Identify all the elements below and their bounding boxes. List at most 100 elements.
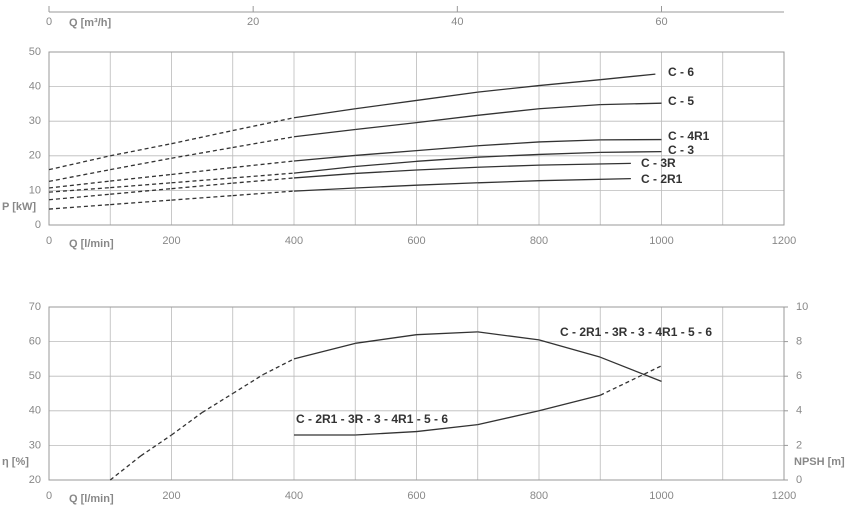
curve-segment: [538, 177, 631, 182]
curve-segment: [232, 190, 295, 197]
curve-segment: [171, 166, 233, 176]
y-tick-label: 40: [29, 405, 41, 417]
curve-segment: [293, 154, 356, 162]
plot-frame: [48, 51, 785, 226]
curve-segment: [538, 151, 601, 156]
series-label: C - 6: [668, 65, 694, 79]
y-tick-label: 10: [29, 184, 41, 196]
y-tick-label: 20: [29, 150, 41, 162]
curve-segment: [293, 172, 356, 179]
curve-segment: [477, 153, 540, 158]
curve-segment: [48, 155, 111, 171]
curve-segment: [110, 157, 172, 171]
y-axis-label: P [kW]: [2, 201, 36, 213]
curve-segment: [477, 180, 540, 184]
x-tick-label: 400: [285, 235, 303, 247]
curve-segment: [477, 331, 540, 341]
y2-axis-label: NPSH [m]: [794, 456, 845, 468]
curve-segment: [48, 180, 111, 189]
curve-segment: [263, 358, 295, 376]
y-tick-label: 20: [29, 474, 41, 486]
y-tick-label: 30: [29, 439, 41, 451]
series-label: C - 2R1 - 3R - 3 - 4R1 - 5 - 6: [296, 412, 448, 426]
curve-segment: [171, 194, 233, 201]
curve-segment: [355, 169, 417, 175]
curve-segment: [48, 186, 111, 193]
curve-segment: [110, 182, 172, 189]
curve-segment: [110, 199, 172, 206]
curve-segment: [355, 430, 417, 436]
curve-segment: [538, 79, 601, 87]
curve-segment: [538, 394, 601, 412]
curve-segment: [416, 91, 478, 102]
curve-segment: [171, 129, 233, 145]
curve-segment: [232, 177, 295, 184]
curve-segment: [600, 73, 656, 81]
y2-tick-label: 0: [796, 474, 802, 486]
curve-segment: [293, 342, 356, 360]
curve-segment: [538, 162, 631, 166]
curve-segment: [355, 99, 417, 110]
curve-segment: [109, 455, 142, 481]
curve-segment: [171, 182, 233, 190]
x-tick-label: 1000: [649, 490, 673, 502]
y-tick-label: 30: [29, 115, 41, 127]
curve-segment: [538, 339, 601, 358]
y-tick-label: 70: [29, 301, 41, 313]
curve-segment: [110, 143, 172, 157]
plot-frame: [48, 306, 785, 481]
curve-segment: [355, 121, 417, 131]
series-label: C - 2R1: [641, 172, 683, 186]
x-axis-label: Q [l/min]: [69, 493, 114, 505]
curve-segment: [48, 169, 111, 183]
curve-segment: [232, 117, 295, 132]
curve-segment: [416, 114, 478, 124]
curve-segment: [416, 182, 478, 186]
curve-segment: [232, 160, 295, 169]
x-tick-label: 600: [407, 235, 425, 247]
curve-segment: [477, 141, 540, 147]
x-tick-label: 0: [46, 235, 52, 247]
x2-tick-label: 60: [655, 16, 667, 28]
x2-tick-label: 20: [247, 16, 259, 28]
y2-tick-label: 6: [796, 370, 802, 382]
curve-segment: [416, 423, 478, 433]
curve-segment: [232, 373, 264, 395]
curve-segment: [416, 156, 478, 162]
curve-segment: [600, 102, 662, 106]
curve-segment: [48, 193, 111, 201]
curve-segment: [538, 139, 601, 143]
curve-segment: [293, 165, 356, 174]
curve-segment: [232, 172, 295, 179]
series-label: C - 4R1: [668, 129, 710, 143]
curve-segment: [477, 84, 540, 93]
curve-segment: [600, 356, 662, 382]
x-tick-label: 800: [530, 490, 548, 502]
curve-segment: [599, 365, 662, 396]
y2-tick-label: 8: [796, 336, 802, 348]
curve-segment: [293, 187, 356, 192]
curve-segment: [110, 173, 172, 182]
curve-segment: [293, 108, 356, 119]
curve-segment: [477, 410, 540, 426]
curve-segment: [416, 331, 478, 336]
curve-segment: [355, 184, 417, 189]
curve-segment: [355, 149, 417, 157]
x-tick-label: 400: [285, 490, 303, 502]
x-tick-label: 800: [530, 235, 548, 247]
x-tick-label: 1000: [649, 235, 673, 247]
series-label: C - 5: [668, 94, 694, 108]
series-label: C - 3R: [641, 156, 676, 170]
y-tick-label: 60: [29, 336, 41, 348]
y-axis-label: η [%]: [2, 456, 29, 468]
x-axis-label: Q [l/min]: [69, 238, 114, 250]
curve-segment: [416, 145, 478, 152]
x2-axis-label: Q [m³/h]: [69, 17, 111, 29]
curve-segment: [201, 392, 234, 414]
x-tick-label: 1200: [772, 490, 796, 502]
x-tick-label: 1200: [772, 235, 796, 247]
curve-segment: [171, 177, 233, 184]
series-label: C - 2R1 - 3R - 3 - 4R1 - 5 - 6: [560, 325, 712, 339]
x2-tick-label: 40: [451, 16, 463, 28]
